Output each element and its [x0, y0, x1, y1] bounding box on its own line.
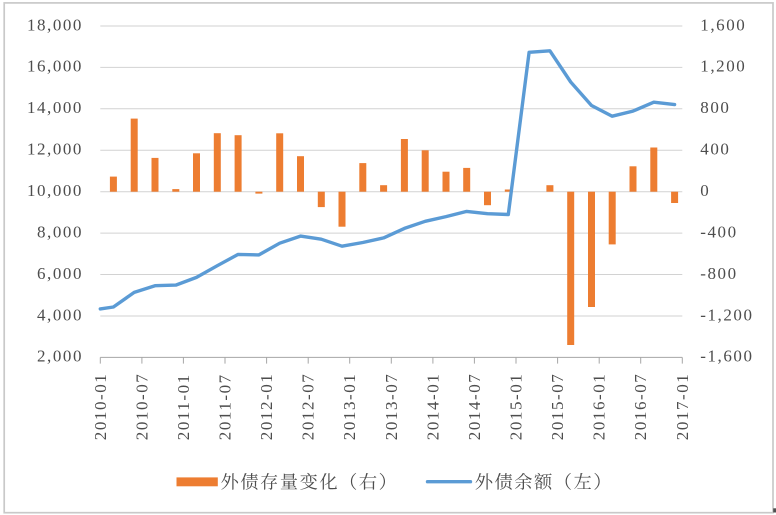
svg-text:1,600: 1,600	[700, 15, 746, 34]
svg-text:1,200: 1,200	[700, 57, 746, 76]
svg-text:2016-07: 2016-07	[631, 373, 650, 441]
svg-text:-800: -800	[700, 264, 737, 283]
svg-text:800: 800	[700, 98, 730, 117]
svg-text:14,000: 14,000	[27, 98, 83, 117]
svg-text:2013-07: 2013-07	[382, 373, 401, 441]
svg-text:400: 400	[700, 140, 730, 159]
svg-text:-400: -400	[700, 222, 737, 241]
svg-text:12,000: 12,000	[27, 140, 83, 159]
svg-text:2013-01: 2013-01	[340, 373, 359, 441]
svg-text:2015-01: 2015-01	[507, 373, 526, 441]
svg-text:2015-07: 2015-07	[548, 373, 567, 441]
svg-text:0: 0	[700, 181, 710, 200]
svg-text:16,000: 16,000	[27, 57, 83, 76]
svg-text:4,000: 4,000	[37, 305, 83, 324]
svg-text:2017-01: 2017-01	[673, 373, 692, 441]
svg-text:-1,600: -1,600	[700, 347, 753, 366]
svg-text:2010-07: 2010-07	[132, 373, 151, 441]
svg-text:10,000: 10,000	[27, 181, 83, 200]
svg-text:18,000: 18,000	[27, 15, 83, 34]
svg-text:2010-01: 2010-01	[91, 373, 110, 441]
svg-text:2011-07: 2011-07	[216, 373, 235, 440]
svg-text:8,000: 8,000	[37, 222, 83, 241]
svg-text:-1,200: -1,200	[700, 305, 753, 324]
svg-text:2,000: 2,000	[37, 347, 83, 366]
svg-text:2011-01: 2011-01	[174, 373, 193, 440]
svg-text:6,000: 6,000	[37, 264, 83, 283]
svg-text:2014-07: 2014-07	[465, 373, 484, 441]
svg-text:2012-01: 2012-01	[257, 373, 276, 441]
svg-text:2012-07: 2012-07	[299, 373, 318, 441]
svg-text:2016-01: 2016-01	[590, 373, 609, 441]
svg-text:2014-01: 2014-01	[423, 373, 442, 441]
